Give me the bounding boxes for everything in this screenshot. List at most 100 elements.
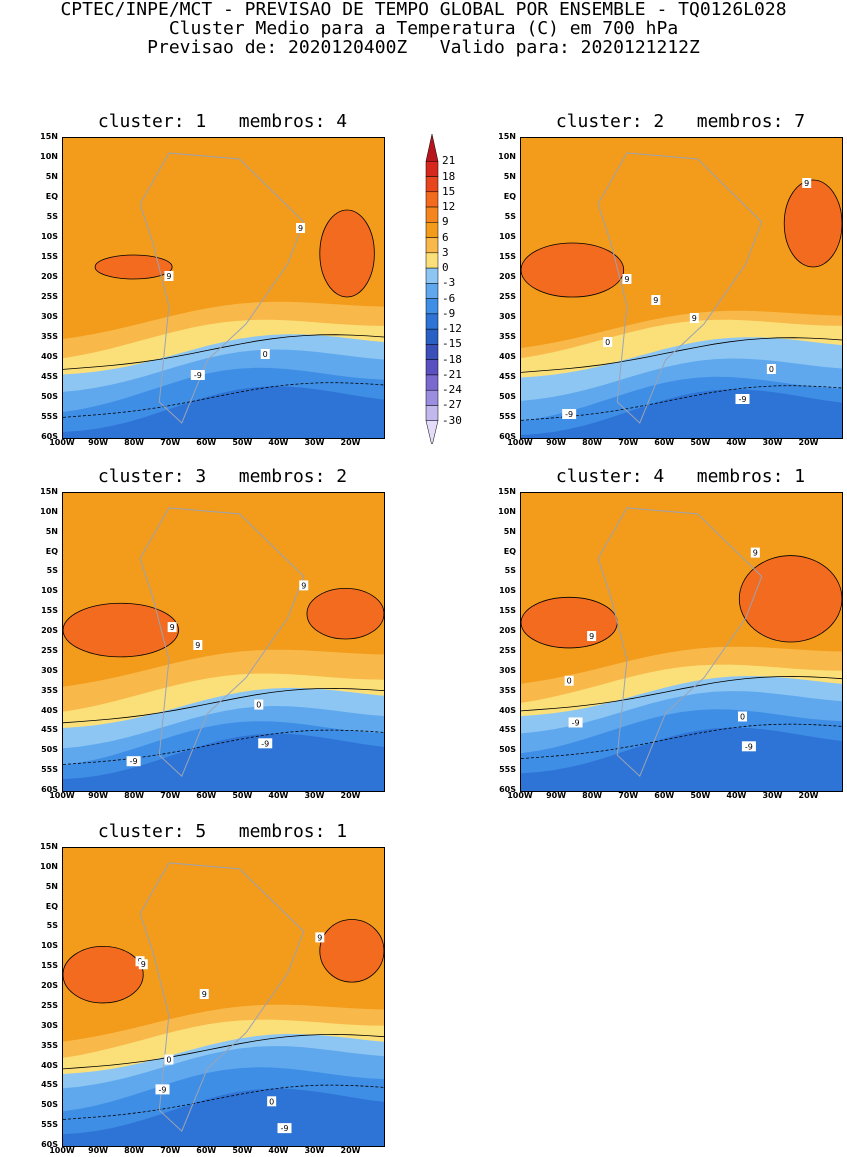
- latitude-label: 15N: [498, 132, 516, 141]
- latitude-label: 10N: [40, 861, 58, 871]
- colorbar-label: 12: [442, 200, 456, 214]
- longitude-label: 60W: [196, 1146, 217, 1155]
- longitude-label: 90W: [88, 1146, 109, 1155]
- svg-text:0: 0: [256, 701, 261, 710]
- latitude-label: 10S: [41, 586, 58, 596]
- contour-label: -9: [190, 370, 205, 380]
- longitude-label: 30W: [304, 438, 325, 447]
- contour-label: 9: [138, 959, 148, 970]
- svg-text:-9: -9: [280, 1124, 288, 1133]
- contour-minus9: [521, 723, 842, 759]
- contour-label: -9: [735, 394, 750, 404]
- colorbar-swatch: [425, 405, 439, 421]
- latitude-label: 50S: [41, 745, 58, 755]
- colorbar: 21 18 15 12 9 6 3 0 -3 -6 -9 -12 -15 -18 -21 -24 -27 -30: [424, 134, 484, 444]
- latitude-label: 10N: [40, 506, 58, 516]
- contour-label: -9: [277, 1123, 292, 1134]
- panel-title: cluster: 5 membros: 1: [97, 821, 348, 842]
- latitude-label: 15S: [41, 606, 58, 616]
- colorbar-label: 15: [442, 184, 456, 198]
- longitude-label: 50W: [232, 438, 253, 447]
- longitude-label: 100W: [507, 438, 533, 447]
- temperature-map: 9 9 9 0 -9 -9: [62, 492, 385, 792]
- svg-text:9: 9: [170, 623, 175, 632]
- latitude-label: 50S: [499, 745, 516, 755]
- warm-anomaly-region: [319, 209, 375, 298]
- coastline: [597, 152, 763, 424]
- contour-label: 9: [167, 622, 177, 633]
- svg-text:0: 0: [263, 350, 268, 359]
- latitude-label: 25S: [499, 645, 516, 655]
- latitude-label: 60S: [41, 432, 58, 441]
- header: CPTEC/INPE/MCT - PREVISAO DE TEMPO GLOBA…: [0, 0, 847, 57]
- longitude-label: 80W: [124, 438, 145, 447]
- colorbar-label: 9: [442, 215, 449, 229]
- latitude-label: 40S: [41, 705, 58, 715]
- coastline: [139, 152, 305, 424]
- coastline: [139, 507, 305, 777]
- longitude-label: 40W: [726, 438, 747, 447]
- header-line-1: CPTEC/INPE/MCT - PREVISAO DE TEMPO GLOBA…: [60, 0, 787, 20]
- contour-zero: [521, 676, 842, 712]
- svg-text:9: 9: [624, 275, 629, 284]
- contour-zero: [521, 337, 842, 373]
- temperature-map: 9 9 0 0 -9 -9: [520, 492, 843, 792]
- longitude-label: 80W: [582, 791, 603, 800]
- longitude-label: 40W: [268, 791, 289, 800]
- svg-text:9: 9: [141, 960, 146, 969]
- colorbar-label: -9: [442, 306, 456, 320]
- latitude-label: 15N: [40, 487, 58, 496]
- contour-label: 0: [164, 1054, 174, 1065]
- latitude-label: 15S: [499, 606, 516, 616]
- latitude-label: 5N: [45, 526, 58, 536]
- contour-minus9: [63, 729, 384, 765]
- latitude-label: EQ: [503, 192, 516, 201]
- warm-anomaly-region: [319, 919, 384, 983]
- contour-label: -9: [741, 741, 756, 752]
- longitude-label: 50W: [690, 791, 711, 800]
- colorbar-label: 3: [442, 245, 449, 259]
- contour-label: 9: [315, 932, 325, 943]
- contour-minus9: [63, 382, 384, 418]
- colorbar-label: -21: [442, 367, 462, 381]
- colorbar-swatch: [425, 191, 439, 208]
- longitude-label: 90W: [88, 791, 109, 800]
- latitude-label: 35S: [41, 332, 58, 341]
- latitude-label: 25S: [41, 645, 58, 655]
- latitude-label: 15N: [498, 487, 516, 496]
- longitude-label: 70W: [618, 438, 639, 447]
- panel-title: cluster: 4 membros: 1: [555, 466, 806, 487]
- longitude-label: 50W: [232, 791, 253, 800]
- longitude-label: 70W: [160, 791, 181, 800]
- latitude-label: 35S: [41, 1040, 58, 1050]
- contour-label: 0: [737, 711, 747, 722]
- svg-text:9: 9: [804, 179, 809, 188]
- contour-minus9: [521, 385, 842, 421]
- warm-anomaly-region: [94, 254, 173, 280]
- svg-text:9: 9: [317, 933, 322, 942]
- contour-zero: [63, 334, 384, 370]
- colorbar-swatch: [425, 283, 439, 299]
- warm-anomaly-region: [63, 945, 144, 1004]
- latitude-label: 30S: [41, 665, 58, 675]
- colorbar-swatch: [425, 134, 439, 162]
- warm-anomaly-region: [521, 596, 618, 649]
- panel-title: cluster: 2 membros: 7: [555, 111, 806, 132]
- contour-label: 9: [802, 178, 812, 188]
- latitude-label: 5S: [504, 566, 516, 576]
- longitude-label: 80W: [124, 791, 145, 800]
- colorbar-swatch: [425, 252, 439, 269]
- warm-anomaly-region: [306, 587, 384, 640]
- latitude-label: 45S: [41, 372, 58, 381]
- contour-zero: [63, 687, 384, 724]
- longitude-label: 70W: [160, 1146, 181, 1155]
- latitude-label: 15N: [40, 132, 58, 141]
- panel-title: cluster: 1 membros: 4: [97, 111, 348, 132]
- latitude-label: 60S: [499, 785, 516, 794]
- svg-text:0: 0: [567, 677, 572, 686]
- longitude-label: 100W: [507, 791, 533, 800]
- svg-text:-9: -9: [194, 371, 202, 380]
- svg-text:9: 9: [653, 296, 658, 305]
- contour-label: 0: [267, 1096, 277, 1107]
